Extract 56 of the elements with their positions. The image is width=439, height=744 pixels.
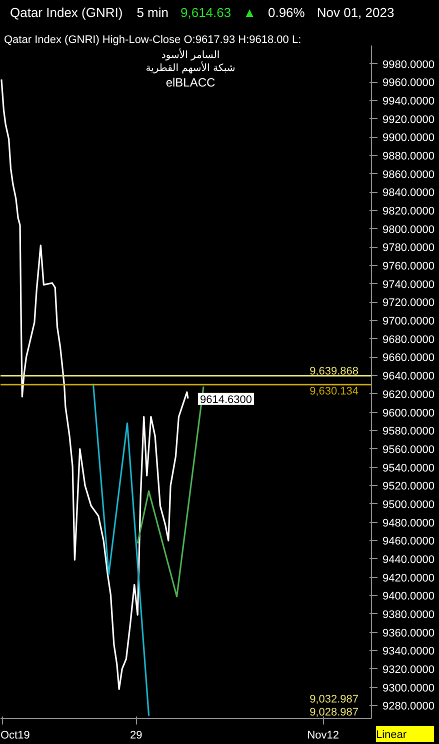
text: 0.96% — [268, 5, 305, 20]
chart-title: Qatar Index (GNRI) — [10, 5, 123, 20]
y-tick-label: 9900.0000 — [382, 132, 434, 144]
y-tick-label: 9420.0000 — [382, 572, 434, 584]
annotation: 9614.6300 — [200, 394, 252, 406]
text: Linear — [376, 728, 407, 743]
ref-line-label: 9,630.134 — [310, 386, 358, 398]
y-tick-label: 9280.0000 — [382, 700, 434, 713]
y-tick-label: 9440.0000 — [382, 554, 434, 566]
text: 9,614.63 — [180, 5, 232, 20]
y-tick-label: 9560.0000 — [382, 444, 434, 456]
y-tick-label: 9680.0000 — [382, 334, 434, 346]
y-tick-label: 9520.0000 — [382, 480, 434, 493]
y-tick-label: 9360.0000 — [382, 627, 434, 640]
x-tick-label: Oct19 — [0, 730, 30, 742]
y-tick-label: 9820.0000 — [382, 206, 434, 218]
y-tick-label: 9740.0000 — [382, 278, 434, 291]
y-tick-label: 9480.0000 — [382, 517, 434, 530]
annotation: شبكة الأسهم القطرية — [146, 61, 236, 74]
y-tick-label: 9340.0000 — [382, 646, 434, 658]
y-tick-label: 9780.0000 — [382, 242, 434, 254]
y-tick-label: 9720.0000 — [382, 297, 434, 310]
y-tick-label: 9540.0000 — [382, 462, 434, 474]
y-tick-label: 9620.0000 — [382, 388, 434, 401]
y-tick-label: 9920.0000 — [382, 114, 434, 126]
y-tick-label: 9580.0000 — [382, 426, 434, 438]
y-tick-label: 9980.0000 — [382, 58, 434, 71]
y-tick-label: 9760.0000 — [382, 260, 434, 273]
annotation: 9,028.987 — [310, 706, 358, 718]
y-tick-label: 9500.0000 — [382, 498, 434, 511]
y-tick-label: 9800.0000 — [382, 224, 434, 236]
x-tick-label: 29 — [130, 730, 142, 742]
text: Nov 01, 2023 — [316, 5, 394, 20]
ref-line-label: 9,639.868 — [310, 366, 358, 378]
annotation: السامر الأسود — [161, 48, 220, 61]
y-tick-label: 9600.0000 — [382, 407, 434, 420]
y-tick-label: 9320.0000 — [382, 664, 434, 676]
y-tick-label: 9460.0000 — [382, 536, 434, 548]
y-tick-label: 9860.0000 — [382, 168, 434, 181]
annotation: 9,032.987 — [310, 694, 358, 706]
y-tick-label: 9660.0000 — [382, 352, 434, 364]
y-tick-label: 9880.0000 — [382, 150, 434, 163]
y-tick-label: 9400.0000 — [382, 590, 434, 603]
text: ▲ — [243, 5, 256, 20]
y-tick-label: 9300.0000 — [382, 682, 434, 694]
line-series — [92, 383, 150, 717]
y-tick-label: 9700.0000 — [382, 316, 434, 328]
y-tick-label: 9960.0000 — [382, 77, 434, 90]
text: 5 min — [136, 5, 168, 20]
annotation: elBLACC — [166, 76, 216, 90]
y-tick-label: 9840.0000 — [382, 187, 434, 200]
x-tick-label: Nov12 — [307, 730, 339, 742]
y-tick-label: 9640.0000 — [382, 370, 434, 383]
y-tick-label: 9380.0000 — [382, 608, 434, 621]
y-tick-label: 9940.0000 — [382, 96, 434, 108]
chart-subtitle: Qatar Index (GNRI) High-Low-Close O:9617.93 H:9618.00 L: — [3, 32, 302, 48]
